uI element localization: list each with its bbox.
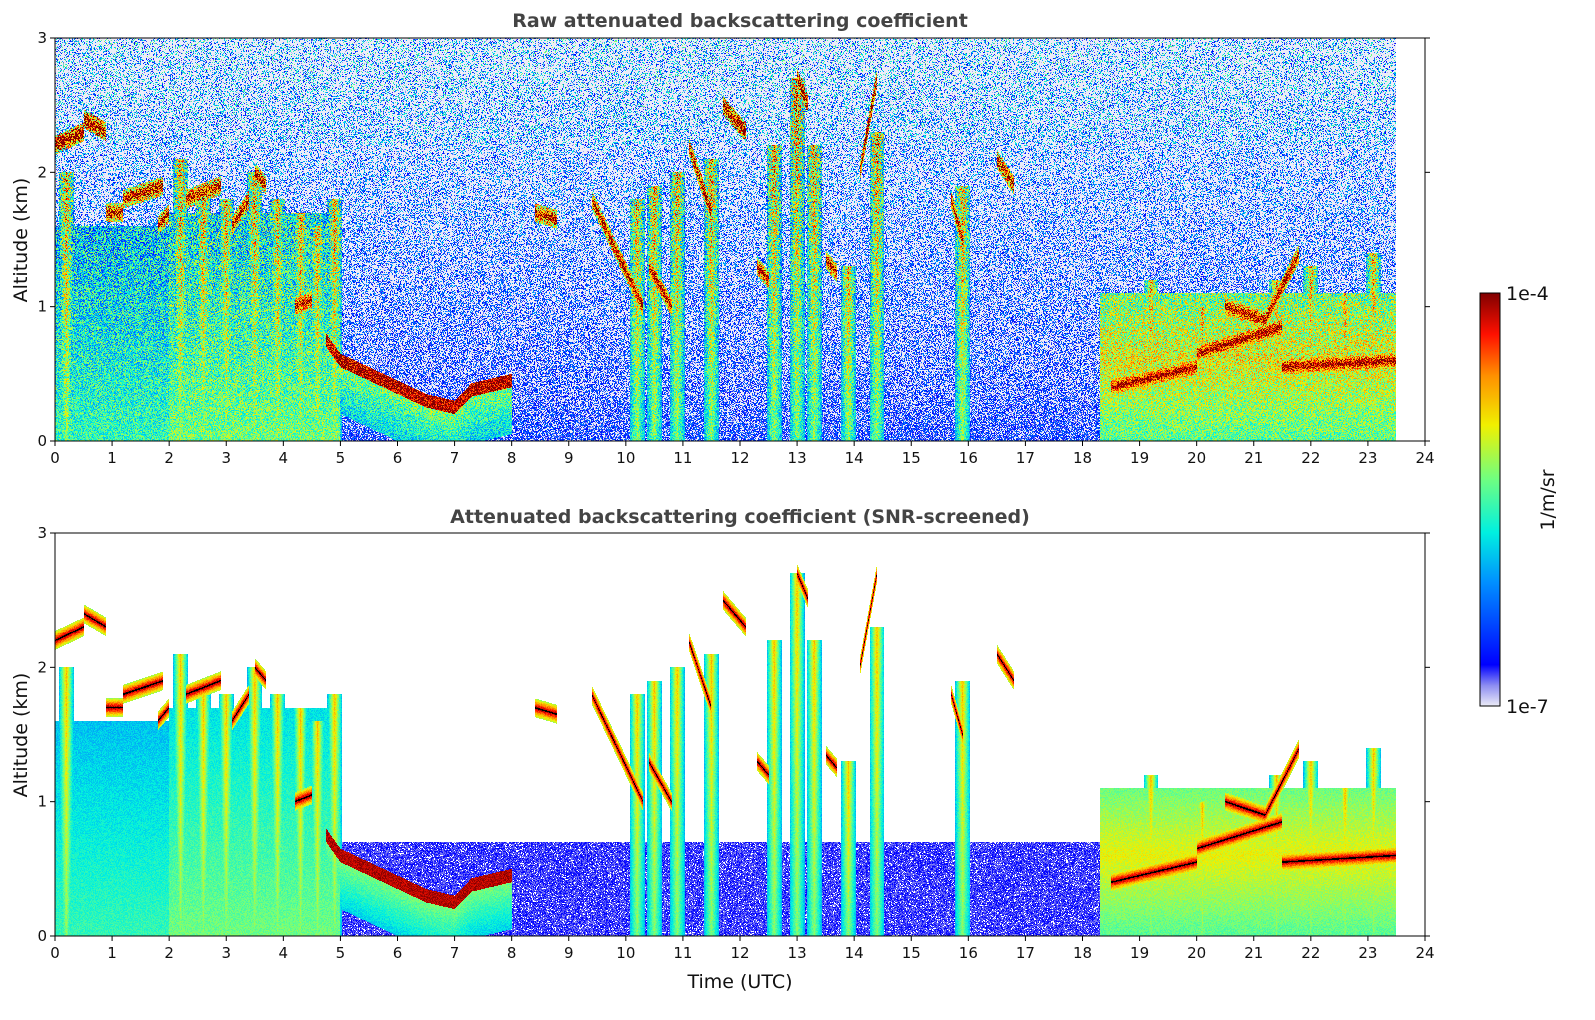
colorbar-min-label: 1e-7: [1506, 696, 1549, 718]
x-tick-label: 7: [450, 944, 460, 962]
x-tick-label: 6: [393, 449, 403, 467]
axes-frame-screened: [54, 532, 1426, 937]
x-axis-label: Time (UTC): [686, 971, 792, 993]
heatmap-screened: [55, 533, 1425, 936]
x-tick-label: 12: [730, 944, 749, 962]
colorbar-max-label: 1e-4: [1506, 283, 1549, 305]
x-tick-label: 15: [902, 449, 921, 467]
x-tick-label: 13: [788, 449, 807, 467]
x-tick-label: 16: [959, 944, 978, 962]
x-tick-label: 22: [1301, 944, 1320, 962]
x-tick-label: 3: [221, 449, 231, 467]
x-tick-label: 24: [1415, 449, 1434, 467]
x-tick-label: 20: [1187, 449, 1206, 467]
x-tick-label: 9: [564, 449, 574, 467]
x-tick-label: 13: [788, 944, 807, 962]
panel-raw: Raw attenuated backscattering coefficien…: [10, 10, 1435, 467]
x-tick-label: 21: [1244, 449, 1263, 467]
x-tick-label: 24: [1415, 944, 1434, 962]
panel-screened: Attenuated backscattering coefficient (S…: [10, 506, 1435, 993]
y-axis-screened: 0 1 2 3: [37, 524, 1430, 945]
colorbar-unit-label: 1/m/sr: [1537, 469, 1559, 530]
y-tick-label: 0: [37, 927, 47, 945]
x-tick-label: 0: [50, 449, 60, 467]
x-axis-screened: 0 1 2 3 4 5 6 7 8 9 10 11 12 13 14 15 16 17 18 19 20 21 22 23 24: [50, 936, 1435, 962]
x-tick-label: 16: [959, 449, 978, 467]
x-tick-label: 11: [673, 449, 692, 467]
x-tick-label: 15: [902, 944, 921, 962]
chart-title-screened: Attenuated backscattering coefficient (S…: [450, 506, 1030, 528]
y-tick-label: 3: [37, 29, 47, 47]
x-tick-label: 23: [1358, 944, 1377, 962]
y-tick-label: 1: [37, 793, 47, 811]
x-tick-label: 23: [1358, 449, 1377, 467]
y-tick-label: 0: [37, 432, 47, 450]
x-tick-label: 20: [1187, 944, 1206, 962]
x-tick-label: 17: [1016, 449, 1035, 467]
x-tick-label: 7: [450, 449, 460, 467]
x-tick-label: 2: [164, 944, 174, 962]
x-tick-label: 6: [393, 944, 403, 962]
x-tick-label: 0: [50, 944, 60, 962]
x-tick-label: 18: [1073, 944, 1092, 962]
y-axis-raw: 0 1 2 3: [37, 29, 1430, 450]
x-tick-label: 21: [1244, 944, 1263, 962]
heatmap-raw: [55, 38, 1425, 441]
x-tick-label: 4: [279, 944, 289, 962]
x-tick-label: 10: [616, 449, 635, 467]
x-tick-label: 11: [673, 944, 692, 962]
x-tick-label: 22: [1301, 449, 1320, 467]
x-tick-label: 17: [1016, 944, 1035, 962]
x-tick-label: 8: [507, 944, 517, 962]
y-tick-label: 2: [37, 163, 47, 181]
x-tick-label: 5: [336, 944, 346, 962]
x-tick-label: 14: [845, 944, 864, 962]
y-tick-label: 2: [37, 658, 47, 676]
x-tick-label: 1: [107, 449, 117, 467]
x-tick-label: 19: [1130, 449, 1149, 467]
x-tick-label: 12: [730, 449, 749, 467]
y-tick-label: 1: [37, 298, 47, 316]
y-axis-label-screened: Altitude (km): [10, 673, 32, 798]
x-tick-label: 2: [164, 449, 174, 467]
axes-frame-raw: [54, 37, 1426, 442]
y-tick-label: 3: [37, 524, 47, 542]
x-axis-raw: 0 1 2 3 4 5 6 7 8 9 10 11 12 13 14 15 16 17 18 19 20 21 22 23 24: [50, 441, 1435, 467]
x-tick-label: 1: [107, 944, 117, 962]
x-tick-label: 10: [616, 944, 635, 962]
colorbar: 1e-4 1e-7 1/m/sr: [1479, 283, 1559, 718]
x-tick-label: 9: [564, 944, 574, 962]
y-axis-label-raw: Altitude (km): [10, 178, 32, 303]
x-tick-label: 14: [845, 449, 864, 467]
x-tick-label: 18: [1073, 449, 1092, 467]
x-tick-label: 8: [507, 449, 517, 467]
chart-title-raw: Raw attenuated backscattering coefficien…: [512, 10, 968, 32]
x-tick-label: 19: [1130, 944, 1149, 962]
x-tick-label: 4: [279, 449, 289, 467]
x-tick-label: 5: [336, 449, 346, 467]
x-tick-label: 3: [221, 944, 231, 962]
colorbar-gradient: [1479, 292, 1501, 707]
